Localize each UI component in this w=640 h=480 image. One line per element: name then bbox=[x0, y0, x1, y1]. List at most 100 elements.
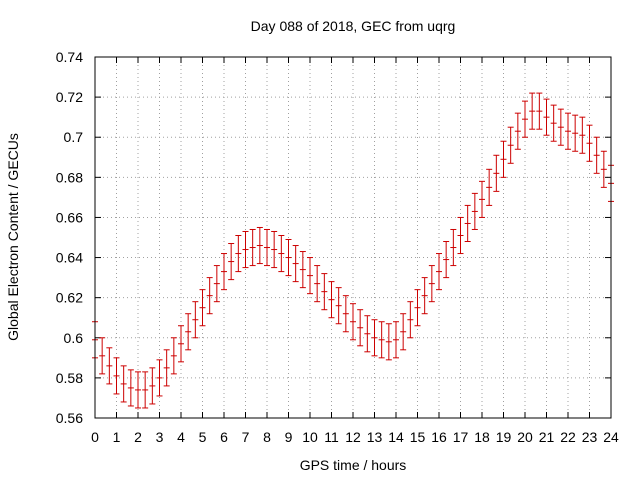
data-point bbox=[507, 126, 514, 164]
data-point bbox=[256, 226, 263, 265]
chart-title: Day 088 of 2018, GEC from uqrg bbox=[251, 18, 456, 34]
data-point bbox=[106, 347, 113, 385]
data-point bbox=[307, 257, 313, 295]
data-point bbox=[364, 315, 371, 353]
data-point bbox=[242, 230, 249, 269]
x-tick-label: 23 bbox=[582, 429, 598, 445]
x-tick-label: 20 bbox=[517, 429, 533, 445]
data-point bbox=[486, 168, 493, 206]
data-point bbox=[206, 277, 213, 315]
data-point bbox=[407, 301, 414, 339]
x-tick-label: 7 bbox=[242, 429, 250, 445]
y-tick-label: 0.68 bbox=[56, 169, 83, 185]
x-tick-label: 1 bbox=[113, 429, 121, 445]
data-point bbox=[428, 265, 435, 303]
x-tick-label: 22 bbox=[560, 429, 576, 445]
y-axis-label: Global Electron Content / GECUs bbox=[5, 133, 21, 341]
y-tick-label: 0.66 bbox=[56, 209, 83, 225]
data-point bbox=[393, 321, 399, 359]
data-point bbox=[464, 204, 471, 243]
data-point bbox=[264, 228, 270, 267]
data-point bbox=[278, 234, 285, 273]
data-point bbox=[514, 112, 521, 150]
data-point bbox=[185, 313, 192, 351]
x-tick-label: 0 bbox=[91, 429, 99, 445]
y-tick-label: 0.7 bbox=[64, 129, 84, 145]
data-point bbox=[593, 136, 600, 174]
data-point bbox=[135, 371, 141, 409]
data-point bbox=[586, 124, 593, 162]
x-tick-label: 9 bbox=[285, 429, 293, 445]
data-point bbox=[565, 112, 571, 150]
data-point bbox=[378, 321, 385, 359]
error-bars bbox=[92, 92, 614, 409]
y-tick-label: 0.74 bbox=[56, 49, 83, 65]
x-tick-label: 14 bbox=[388, 429, 404, 445]
data-point bbox=[572, 114, 579, 152]
x-tick-label: 8 bbox=[263, 429, 271, 445]
data-point bbox=[421, 277, 428, 315]
data-point bbox=[178, 325, 184, 363]
data-point bbox=[522, 100, 528, 138]
data-point bbox=[170, 337, 177, 375]
data-point bbox=[314, 265, 321, 303]
y-tick-label: 0.6 bbox=[64, 330, 84, 346]
data-point bbox=[436, 253, 442, 291]
data-point bbox=[479, 180, 485, 218]
x-tick-label: 16 bbox=[431, 429, 447, 445]
data-point bbox=[113, 357, 120, 395]
data-point bbox=[350, 303, 356, 341]
x-tick-label: 19 bbox=[496, 429, 512, 445]
data-point bbox=[235, 234, 242, 273]
data-point bbox=[99, 337, 106, 375]
data-point bbox=[149, 367, 156, 405]
data-point bbox=[299, 251, 306, 289]
x-tick-label: 13 bbox=[367, 429, 383, 445]
data-point bbox=[443, 241, 450, 279]
x-tick-label: 5 bbox=[199, 429, 207, 445]
data-point bbox=[120, 365, 127, 403]
data-point bbox=[292, 245, 299, 283]
x-tick-label: 21 bbox=[539, 429, 555, 445]
x-tick-label: 12 bbox=[345, 429, 361, 445]
y-tick-label: 0.64 bbox=[56, 250, 83, 266]
x-tick-label: 24 bbox=[603, 429, 619, 445]
data-point bbox=[543, 98, 550, 136]
y-tick-label: 0.58 bbox=[56, 370, 83, 386]
data-point bbox=[600, 150, 607, 188]
x-tick-label: 6 bbox=[220, 429, 228, 445]
data-point bbox=[471, 192, 478, 230]
y-tick-label: 0.72 bbox=[56, 89, 83, 105]
data-point bbox=[371, 319, 378, 357]
x-tick-label: 17 bbox=[453, 429, 469, 445]
data-point bbox=[414, 289, 421, 327]
data-point bbox=[493, 154, 500, 192]
data-point bbox=[400, 313, 407, 351]
x-tick-label: 4 bbox=[177, 429, 185, 445]
data-point bbox=[156, 359, 163, 397]
data-point bbox=[550, 104, 557, 142]
x-tick-label: 2 bbox=[134, 429, 142, 445]
data-point bbox=[249, 228, 256, 267]
data-point bbox=[228, 243, 235, 281]
y-tick-label: 0.56 bbox=[56, 410, 83, 426]
data-point bbox=[500, 140, 507, 178]
data-point bbox=[221, 253, 227, 291]
x-tick-labels: 0 1 2 3 4 5 6 7 8 9 10 11 12 13 14 15 16 17 18 19 20 21 22 23 24 bbox=[91, 429, 619, 445]
data-point bbox=[385, 323, 392, 361]
x-tick-label: 18 bbox=[474, 429, 490, 445]
x-tick-label: 11 bbox=[324, 429, 339, 445]
data-point bbox=[142, 371, 149, 409]
data-point bbox=[357, 309, 364, 347]
y-tick-labels: 0.56 0.58 0.6 0.62 0.64 0.66 0.68 0.7 0.72 0.74 bbox=[56, 49, 83, 426]
y-tick-label: 0.62 bbox=[56, 290, 83, 306]
data-point bbox=[163, 349, 170, 387]
data-point bbox=[328, 281, 335, 319]
x-tick-label: 10 bbox=[302, 429, 318, 445]
data-point bbox=[450, 228, 457, 267]
data-point bbox=[529, 92, 536, 130]
data-point bbox=[457, 216, 464, 255]
